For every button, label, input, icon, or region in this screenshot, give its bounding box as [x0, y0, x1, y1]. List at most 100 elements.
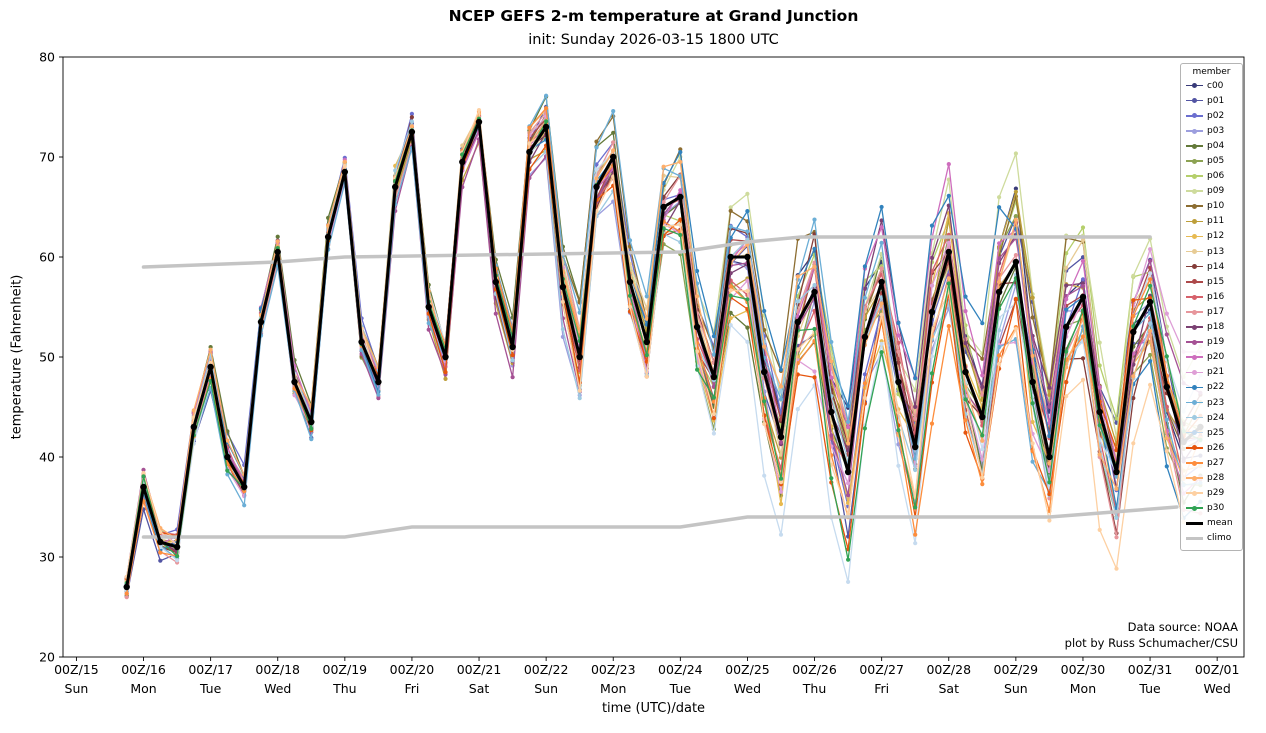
x-day-label: Tue [669, 681, 692, 696]
x-day-label: Fri [404, 681, 419, 696]
x-tick-label: 00Z/31 [1128, 662, 1173, 677]
legend-entry-label: p28 [1207, 472, 1225, 483]
legend-entry-label: p04 [1207, 140, 1225, 151]
legend-entry-label: p29 [1207, 488, 1225, 499]
chart-title: NCEP GEFS 2-m temperature at Grand Junct… [448, 7, 859, 25]
y-tick-label: 60 [39, 250, 55, 265]
legend-swatch-icon [1186, 352, 1203, 362]
axes: 20 30 40 50 60 70 80 00Z/15 Sun 00Z/16 Mon 00Z/17 Tu… [39, 50, 1245, 696]
legend-items: c00 p01 p02 p03 p04 p05 p06 p09 p10 p11 p12 p13 p14 p… [1186, 78, 1237, 546]
x-day-label: Thu [332, 681, 356, 696]
x-tick-label: 00Z/25 [725, 662, 770, 677]
legend-swatch-icon [1186, 201, 1203, 211]
y-tick-label: 20 [39, 650, 55, 665]
legend-swatch-icon [1186, 382, 1203, 392]
legend-entry-label: p14 [1207, 261, 1225, 272]
legend-entry-label: p20 [1207, 352, 1225, 363]
x-day-label: Tue [1138, 681, 1161, 696]
legend-swatch-icon [1186, 231, 1203, 241]
x-day-label: Sun [1004, 681, 1028, 696]
legend-entry-label: p03 [1207, 125, 1225, 136]
x-day-label: Wed [264, 681, 291, 696]
legend-swatch-icon [1186, 322, 1203, 332]
legend-title: member [1192, 67, 1231, 77]
legend-entry-label: p15 [1207, 276, 1225, 287]
legend-entry-label: p09 [1207, 186, 1225, 197]
legend-entry-label: p25 [1207, 427, 1225, 438]
x-day-label: Mon [130, 681, 156, 696]
legend-swatch-icon [1186, 428, 1203, 438]
x-day-label: Mon [1070, 681, 1096, 696]
legend-entry-p13: p13 [1186, 244, 1237, 259]
x-tick-label: 00Z/16 [121, 662, 166, 677]
x-day-label: Sun [65, 681, 89, 696]
legend-entry-label: p19 [1207, 337, 1225, 348]
legend-entry-p30: p30 [1186, 501, 1237, 516]
legend-entry-p27: p27 [1186, 455, 1237, 470]
legend-entry-p04: p04 [1186, 138, 1237, 153]
legend-entry-label: p13 [1207, 246, 1225, 257]
x-day-label: Sat [939, 681, 960, 696]
legend-entry-label: p24 [1207, 412, 1225, 423]
x-day-label: Wed [1204, 681, 1231, 696]
legend-entry-c00: c00 [1186, 78, 1237, 93]
legend-swatch-icon [1186, 337, 1203, 347]
legend-entry-label: p26 [1207, 442, 1225, 453]
x-day-label: Mon [600, 681, 626, 696]
legend-swatch-icon [1186, 216, 1203, 226]
legend-swatch-icon [1186, 111, 1203, 121]
data-source-text: Data source: NOAA [1127, 620, 1238, 634]
x-day-label: Thu [802, 681, 826, 696]
legend-swatch-icon [1186, 81, 1203, 91]
legend-entry-mean: mean [1186, 516, 1237, 531]
legend-entry-label: mean [1207, 518, 1233, 529]
x-day-label: Sun [534, 681, 558, 696]
legend-swatch-icon [1186, 186, 1203, 196]
legend: member c00 p01 p02 p03 p04 p05 p06 p09 p10 p11 p12… [1180, 63, 1243, 551]
ensemble-member-lines [124, 93, 1203, 600]
legend-entry-p25: p25 [1186, 425, 1237, 440]
legend-swatch-icon [1186, 443, 1203, 453]
y-axis-label: temperature (Fahrenheit) [9, 274, 25, 440]
x-tick-label: 00Z/19 [323, 662, 368, 677]
legend-entry-p29: p29 [1186, 486, 1237, 501]
legend-entry-label: p16 [1207, 291, 1225, 302]
x-tick-label: 00Z/27 [859, 662, 904, 677]
x-day-label: Fri [874, 681, 889, 696]
legend-swatch-icon [1186, 247, 1203, 257]
x-tick-label: 00Z/26 [792, 662, 837, 677]
x-tick-label: 00Z/30 [1061, 662, 1106, 677]
legend-swatch-icon [1186, 533, 1203, 543]
x-tick-label: 00Z/22 [524, 662, 569, 677]
x-tick-label: 00Z/29 [994, 662, 1039, 677]
legend-entry-p17: p17 [1186, 304, 1237, 319]
y-tick-label: 80 [39, 50, 55, 65]
legend-swatch-icon [1186, 171, 1203, 181]
legend-entry-label: p21 [1207, 367, 1225, 378]
x-day-label: Sat [469, 681, 490, 696]
legend-entry-p22: p22 [1186, 380, 1237, 395]
legend-entry-p24: p24 [1186, 410, 1237, 425]
ensemble-mean-line [123, 118, 1204, 591]
y-tick-label: 40 [39, 450, 55, 465]
x-axis-label: time (UTC)/date [601, 701, 706, 716]
legend-entry-p14: p14 [1186, 259, 1237, 274]
legend-swatch-icon [1186, 96, 1203, 106]
legend-entry-p15: p15 [1186, 274, 1237, 289]
legend-entry-p10: p10 [1186, 199, 1237, 214]
legend-entry-p12: p12 [1186, 229, 1237, 244]
legend-swatch-icon [1186, 367, 1203, 377]
legend-entry-p02: p02 [1186, 108, 1237, 123]
legend-entry-label: p17 [1207, 306, 1225, 317]
legend-entry-p11: p11 [1186, 214, 1237, 229]
legend-swatch-icon [1186, 518, 1203, 528]
legend-entry-label: c00 [1207, 80, 1224, 91]
legend-swatch-icon [1186, 413, 1203, 423]
legend-entry-label: p12 [1207, 231, 1225, 242]
y-tick-label: 30 [39, 550, 55, 565]
legend-entry-p28: p28 [1186, 470, 1237, 485]
legend-entry-p01: p01 [1186, 93, 1237, 108]
legend-entry-p26: p26 [1186, 440, 1237, 455]
